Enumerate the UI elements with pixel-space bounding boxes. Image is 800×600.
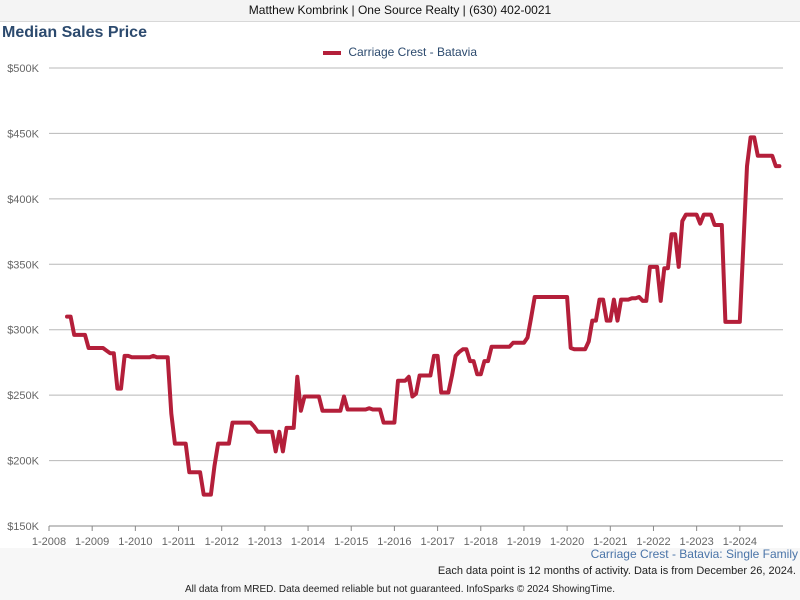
axis-layer: $150K $200K $250K $300K $350K $400K $450K $500K… [7,63,757,548]
y-tick-label: $350K [7,259,39,271]
y-tick-label: $300K [7,325,39,337]
line-chart[interactable]: $150K $200K $250K $300K $350K $400K $450K $500K… [0,0,800,548]
x-tick-label: 1-2023 [680,536,714,548]
y-tick-label: $150K [7,521,39,533]
header-contact-text: Matthew Kombrink | One Source Realty | (… [248,3,552,17]
y-tick-label: $250K [7,390,39,402]
x-tick-label: 1-2022 [636,536,670,548]
x-tick-label: 1-2009 [75,536,109,548]
header-bar: Matthew Kombrink | One Source Realty | (… [0,0,800,22]
legend-swatch [322,50,341,55]
x-tick-label: 1-2020 [550,536,584,548]
x-tick-label: 1-2012 [205,536,239,548]
chart-subtitle: Carriage Crest - Batavia: Single Family [590,547,798,561]
x-tick-label: 1-2018 [464,536,498,548]
x-tick-label: 1-2019 [507,536,541,548]
y-tick-label: $400K [7,194,39,206]
x-tick-label: 1-2014 [291,536,325,548]
x-tick-label: 1-2010 [118,536,152,548]
x-tick-label: 1-2015 [334,536,368,548]
series-layer [65,135,782,497]
x-tick-label: 1-2021 [593,536,627,548]
y-tick-label: $500K [7,63,39,75]
data-note: Each data point is 12 months of activity… [437,565,796,577]
series-line[interactable] [65,135,782,497]
x-tick-label: 1-2017 [420,536,454,548]
footer-panel [0,548,800,600]
grid-layer [49,67,783,527]
x-tick-label: 1-2011 [162,536,195,548]
disclaimer: All data from MRED. Data deemed reliable… [184,584,615,595]
x-tick-label: 1-2024 [723,536,757,548]
x-tick-label: 1-2013 [248,536,282,548]
x-tick-label: 1-2008 [32,536,66,548]
y-tick-label: $450K [7,128,39,140]
x-tick-label: 1-2016 [377,536,411,548]
legend-label: Carriage Crest - Batavia [348,45,478,59]
y-tick-label: $200K [7,456,39,468]
chart-title: Median Sales Price [2,24,147,41]
chart-legend[interactable]: Carriage Crest - Batavia [0,45,800,59]
